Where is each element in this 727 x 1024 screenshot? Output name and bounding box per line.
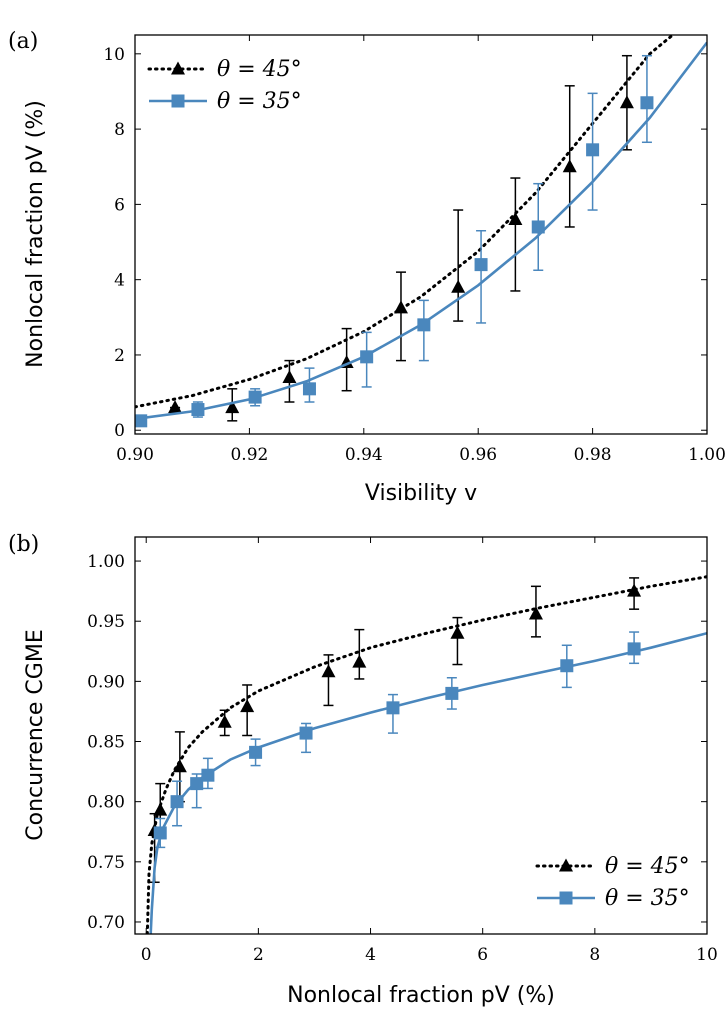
data-point-square	[360, 350, 374, 364]
data-point-square	[190, 777, 204, 791]
data-point-triangle	[217, 714, 232, 728]
data-point-square	[170, 795, 184, 809]
x-tick-label: 8	[589, 945, 600, 965]
data-point-triangle	[528, 606, 543, 620]
data-point-square	[445, 686, 459, 700]
data-point-triangle	[627, 583, 642, 597]
y-axis-label: Nonlocal fraction pV (%)	[23, 100, 48, 368]
x-tick-label: 0.94	[345, 445, 383, 465]
data-point-square	[302, 382, 316, 396]
legend-marker-square	[559, 891, 573, 905]
y-tick-label: 0.80	[87, 793, 125, 813]
data-point-triangle	[240, 699, 255, 713]
data-point-square	[249, 745, 263, 759]
x-tick-label: 10	[696, 945, 718, 965]
data-point-square	[417, 318, 431, 332]
panel-label: (a)	[8, 29, 38, 54]
x-tick-label: 2	[253, 945, 264, 965]
series-0	[135, 35, 675, 422]
data-point-triangle	[225, 400, 240, 414]
series-0	[145, 575, 707, 934]
data-point-square	[153, 826, 167, 840]
y-tick-label: 0.95	[87, 612, 125, 632]
data-point-square	[640, 96, 654, 110]
plot-frame	[134, 34, 708, 435]
y-tick-label: 10	[103, 45, 125, 65]
data-point-triangle	[508, 211, 523, 225]
legend-label-0: θ = 45°	[217, 57, 302, 82]
data-point-square	[386, 701, 400, 715]
y-tick-label: 6	[114, 195, 125, 215]
data-point-triangle	[153, 802, 168, 816]
y-tick-label: 4	[114, 271, 125, 291]
chart-panel-b: (b) 0 2 4 6 8 10 0.70 0.75 0.80 0.85 0.90 0.95 1.00 No…	[8, 532, 718, 1008]
series-1	[149, 631, 707, 934]
legend-marker-triangle	[559, 858, 573, 872]
legend: θ = 45° θ = 35°	[535, 854, 690, 911]
legend-marker-triangle	[171, 61, 185, 75]
data-point-triangle	[451, 279, 466, 293]
y-axis-label: Concurrence CGME	[23, 629, 48, 840]
y-tick-label: 0.70	[87, 913, 125, 933]
data-point-square	[627, 642, 641, 656]
data-point-square	[248, 390, 262, 404]
data-point-triangle	[562, 159, 577, 173]
x-tick-label: 0.96	[459, 445, 497, 465]
chart-panel-a: (a) 0.90 0.92 0.94 0.96 0.98 1.00 0 2 4 6 8 10 Visibi…	[8, 29, 726, 506]
x-tick-label: 6	[477, 945, 488, 965]
plot-frame	[134, 536, 708, 935]
fit-curve-1	[149, 631, 707, 934]
y-tick-label: 0.85	[87, 733, 125, 753]
series-1	[135, 41, 707, 428]
data-point-triangle	[168, 400, 183, 414]
y-tick-label: 0	[114, 421, 125, 441]
fit-curve-0	[135, 35, 675, 409]
data-point-square	[135, 414, 148, 428]
legend-label-0: θ = 45°	[605, 854, 690, 879]
data-point-triangle	[352, 654, 367, 668]
data-point-square	[201, 768, 215, 782]
data-point-square	[531, 220, 545, 234]
data-point-square	[586, 143, 600, 157]
x-axis-label: Visibility v	[365, 481, 477, 506]
x-tick-label: 0.92	[230, 445, 268, 465]
legend-marker-square	[171, 94, 185, 108]
fit-curve-0	[145, 575, 707, 934]
data-point-square	[191, 403, 205, 417]
legend-label-1: θ = 35°	[217, 89, 302, 114]
x-tick-label: 0.90	[116, 445, 154, 465]
data-point-square	[560, 659, 574, 673]
panel-label: (b)	[8, 532, 39, 557]
data-point-triangle	[172, 759, 187, 773]
x-tick-label: 4	[365, 945, 376, 965]
data-point-triangle	[393, 300, 408, 314]
data-point-triangle	[619, 95, 634, 109]
x-tick-label: 0	[141, 945, 152, 965]
legend-label-1: θ = 35°	[605, 886, 690, 911]
data-point-square	[299, 726, 313, 740]
data-point-triangle	[282, 370, 297, 384]
data-point-triangle	[321, 664, 336, 678]
x-tick-label: 0.98	[574, 445, 612, 465]
x-axis-label: Nonlocal fraction pV (%)	[287, 983, 555, 1008]
y-tick-label: 2	[114, 346, 125, 366]
y-tick-label: 1.00	[87, 552, 125, 572]
legend: θ = 45° θ = 35°	[147, 57, 302, 114]
x-tick-label: 1.00	[688, 445, 726, 465]
data-point-triangle	[450, 625, 465, 639]
y-tick-label: 0.90	[87, 672, 125, 692]
y-tick-label: 8	[114, 120, 125, 140]
data-point-square	[474, 258, 488, 272]
y-tick-label: 0.75	[87, 853, 125, 873]
